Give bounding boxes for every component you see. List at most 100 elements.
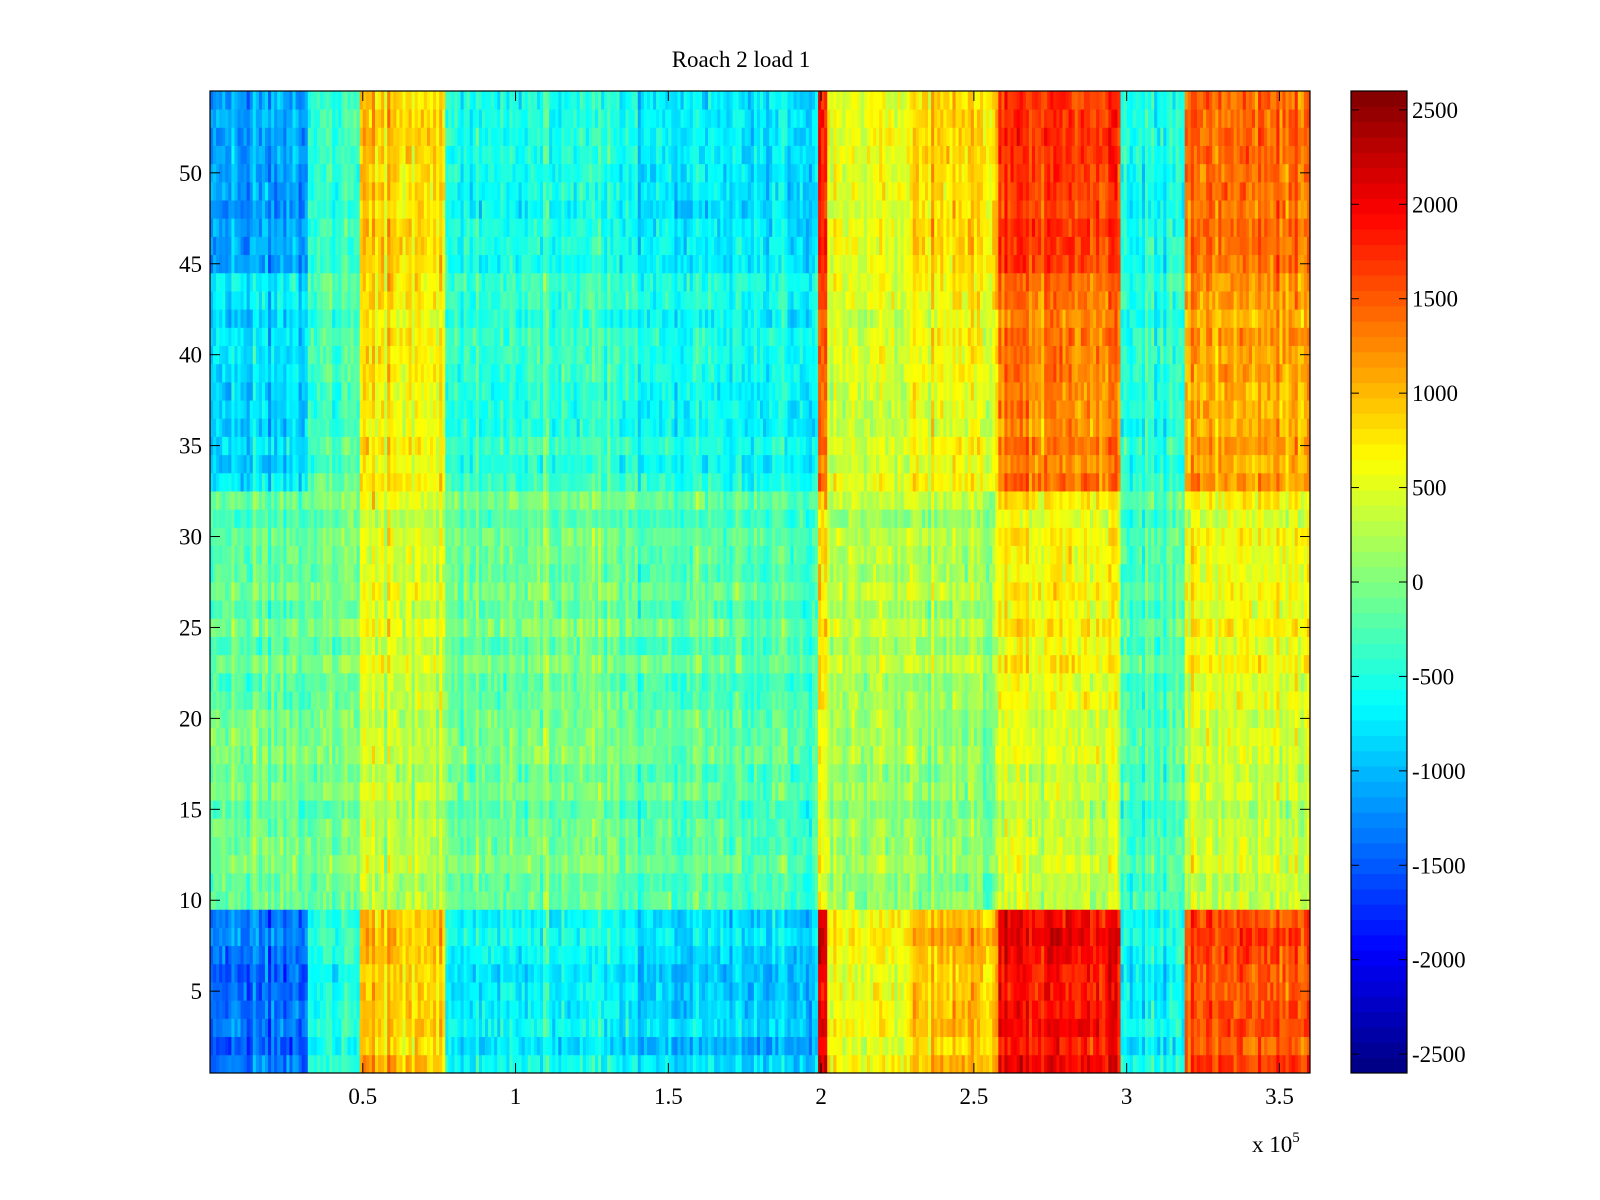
heatmap-cell (225, 509, 229, 528)
heatmap-cell (350, 1000, 355, 1019)
heatmap-cell (365, 218, 370, 237)
heatmap-cell (234, 927, 238, 947)
heatmap-cell (478, 509, 483, 528)
heatmap-cell (405, 709, 410, 728)
heatmap-cell (231, 963, 235, 983)
heatmap-cell (219, 709, 223, 728)
heatmap-cell (329, 1000, 333, 1019)
heatmap-cell (475, 800, 480, 819)
heatmap-cell (356, 818, 361, 837)
heatmap-cell (396, 836, 400, 856)
heatmap-cell (335, 272, 339, 292)
heatmap-cell (402, 636, 406, 656)
heatmap-cell (411, 782, 416, 801)
heatmap-cell (329, 782, 333, 801)
heatmap-cell (481, 909, 486, 928)
heatmap-cell (332, 527, 336, 547)
heatmap-cell (488, 145, 492, 165)
heatmap-cell (481, 418, 486, 437)
heatmap-cell (430, 582, 434, 601)
heatmap-cell (375, 854, 379, 874)
heatmap-cell (378, 527, 382, 547)
heatmap-cell (356, 636, 361, 656)
heatmap-cell (405, 982, 410, 1001)
heatmap-cell (417, 654, 422, 674)
heatmap-cell (481, 491, 486, 510)
heatmap-cell (320, 691, 324, 710)
heatmap-cell (411, 672, 416, 692)
heatmap-cell (417, 145, 422, 165)
heatmap-cell (329, 145, 333, 165)
heatmap-cell (265, 945, 269, 965)
heatmap-cell (274, 327, 278, 346)
heatmap-cell (313, 363, 318, 383)
heatmap-cell (219, 236, 223, 256)
heatmap-cell (350, 763, 355, 783)
heatmap-cell (225, 800, 229, 819)
heatmap-cell (399, 763, 403, 783)
heatmap-cell (243, 563, 248, 583)
heatmap-cell (313, 1054, 318, 1074)
heatmap-cell (481, 345, 486, 365)
heatmap-cell (457, 91, 461, 110)
heatmap-cell (481, 527, 486, 547)
heatmap-cell (320, 272, 324, 292)
heatmap-cell (384, 254, 388, 274)
heatmap-cell (414, 854, 419, 874)
heatmap-cell (375, 327, 379, 346)
heatmap-cell (268, 218, 272, 237)
heatmap-cell (222, 654, 226, 674)
heatmap-cell (347, 145, 351, 165)
heatmap-cell (448, 454, 452, 474)
heatmap-cell (243, 109, 248, 128)
heatmap-cell (344, 691, 348, 710)
heatmap-cell (405, 545, 410, 565)
heatmap-cell (402, 709, 406, 728)
heatmap-cell (249, 527, 254, 547)
heatmap-cell (365, 1000, 370, 1019)
heatmap-cell (457, 782, 461, 801)
heatmap-cell (356, 363, 361, 383)
heatmap-cell (341, 200, 345, 219)
heatmap-cell (213, 836, 217, 856)
heatmap-cell (356, 872, 361, 892)
heatmap-cell (442, 327, 446, 346)
heatmap-cell (231, 527, 235, 547)
heatmap-cell (362, 782, 367, 801)
heatmap-cell (353, 982, 358, 1001)
heatmap-cell (289, 218, 293, 237)
heatmap-cell (439, 727, 443, 747)
heatmap-cell (408, 472, 413, 492)
heatmap-cell (237, 963, 241, 983)
heatmap-cell (283, 309, 287, 328)
heatmap-cell (213, 454, 217, 474)
heatmap-cell (320, 291, 324, 310)
heatmap-cell (280, 509, 284, 528)
heatmap-cell (313, 818, 318, 837)
heatmap-cell (216, 309, 220, 328)
heatmap-cell (228, 327, 232, 346)
heatmap-cell (243, 436, 248, 456)
heatmap-cell (393, 927, 397, 947)
heatmap-cell (368, 491, 373, 510)
heatmap-cell (289, 381, 293, 401)
heatmap-cell (433, 963, 437, 983)
heatmap-cell (210, 600, 214, 619)
heatmap-cell (277, 782, 281, 801)
heatmap-cell (396, 363, 400, 383)
heatmap-cell (341, 763, 345, 783)
heatmap-cell (436, 782, 440, 801)
heatmap-cell (485, 454, 489, 474)
heatmap-cell (488, 618, 492, 637)
heatmap-cell (258, 545, 263, 565)
heatmap-cell (225, 1054, 229, 1074)
heatmap-cell (219, 436, 223, 456)
heatmap-cell (469, 363, 474, 383)
heatmap-cell (243, 491, 248, 510)
heatmap-cell (323, 891, 327, 910)
heatmap-cell (338, 363, 342, 383)
heatmap-cell (255, 200, 260, 219)
heatmap-cell (466, 363, 471, 383)
heatmap-cell (222, 1000, 226, 1019)
heatmap-cell (387, 363, 391, 383)
